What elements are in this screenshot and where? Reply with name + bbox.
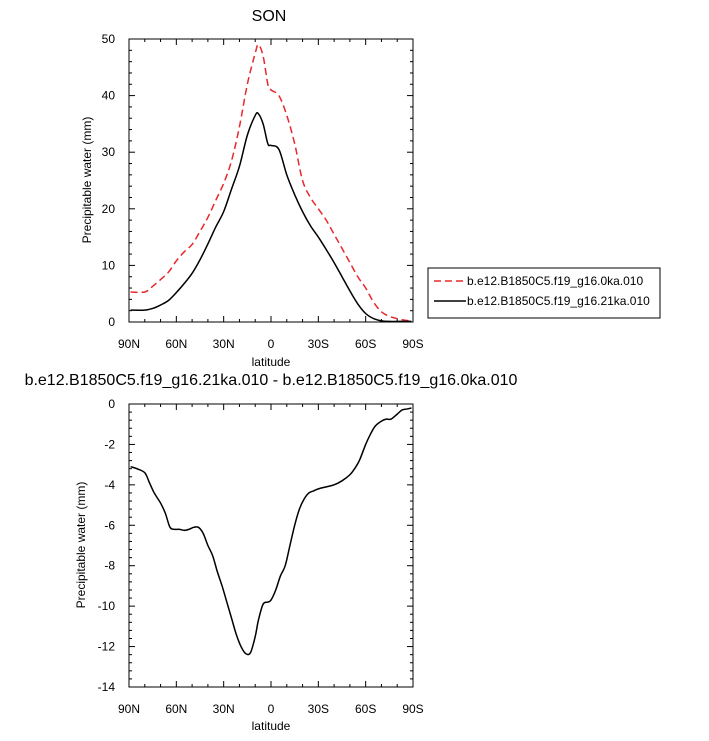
bottom-x-tick-label: 30S [308,702,329,716]
top-series-line-0 [130,43,412,322]
legend: b.e12.B1850C5.f19_g16.0ka.010 b.e12.B185… [427,267,661,319]
bottom-ticks: 90N 60N 30N 0 30S 60S 90S -14 -12 -10 -8 -6 -4 -2 0 [98,397,424,716]
bottom-chart: b.e12.B1850C5.f19_g16.21ka.010 - b.e12.B… [25,372,518,733]
top-y-tick-label: 20 [102,202,116,216]
top-x-tick-label: 30N [213,337,235,351]
top-y-tick-label: 0 [108,315,115,329]
bottom-x-tick-label: 30N [213,702,235,716]
top-series-line-1 [130,111,412,323]
top-x-tick-label: 0 [268,337,275,351]
top-y-axis-title: Precipitable water (mm) [80,117,94,244]
bottom-x-tick-label: 0 [268,702,275,716]
top-x-tick-label: 60S [355,337,376,351]
top-x-tick-label: 90S [402,337,423,351]
top-x-tick-label: 60N [165,337,187,351]
bottom-y-tick-label: -14 [98,680,116,694]
bottom-x-axis-title: latitude [252,719,291,733]
bottom-y-tick-label: 0 [108,397,115,411]
top-chart-title: SON [252,8,287,25]
legend-label-0ka: b.e12.B1850C5.f19_g16.0ka.010 [467,274,643,288]
bottom-y-tick-label: -10 [98,599,116,613]
top-series-layer [130,43,412,323]
bottom-x-tick-label: 60N [165,702,187,716]
top-y-tick-label: 30 [102,145,116,159]
bottom-y-tick-label: -8 [104,559,115,573]
bottom-y-tick-label: -4 [104,478,115,492]
bottom-x-tick-label: 90S [402,702,423,716]
top-y-tick-label: 40 [102,89,116,103]
bottom-chart-title: b.e12.B1850C5.f19_g16.21ka.010 - b.e12.B… [25,372,518,389]
bottom-y-tick-label: -2 [104,437,115,451]
legend-label-21ka: b.e12.B1850C5.f19_g16.21ka.010 [467,294,650,308]
legend-box [427,267,661,319]
top-x-tick-label: 90N [118,337,140,351]
bottom-y-axis-title: Precipitable water (mm) [74,482,88,609]
top-y-tick-label: 50 [102,32,116,46]
bottom-x-tick-label: 90N [118,702,140,716]
bottom-y-tick-label: -12 [98,640,116,654]
top-y-tick-label: 10 [102,258,116,272]
top-chart: SON 90N 60N 30N 0 30S 60S 90S 0 10 20 30 40 50 latit… [80,8,424,369]
top-x-axis-title: latitude [252,355,291,369]
top-ticks: 90N 60N 30N 0 30S 60S 90S 0 10 20 30 40 50 [102,32,424,351]
bottom-series-line-0 [130,407,412,656]
bottom-y-tick-label: -6 [104,518,115,532]
bottom-x-tick-label: 60S [355,702,376,716]
top-x-tick-label: 30S [308,337,329,351]
bottom-series-layer [130,407,412,656]
